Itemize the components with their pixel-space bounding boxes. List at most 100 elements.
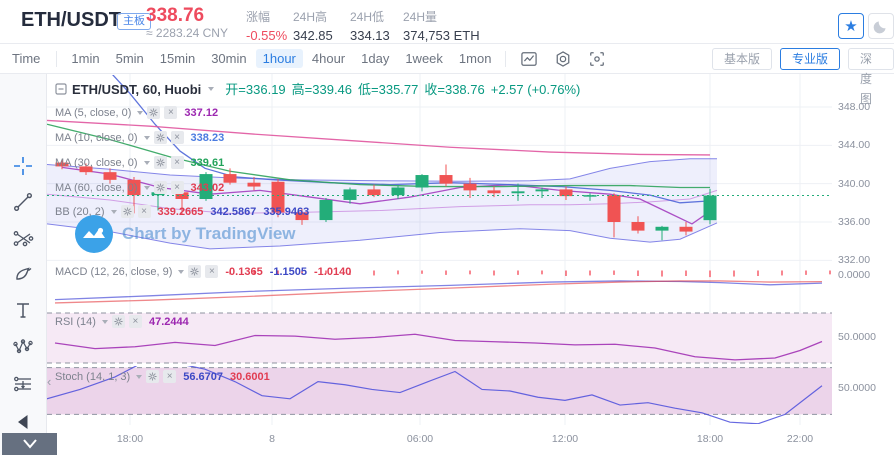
board-badge: 主板: [117, 13, 151, 30]
price-tick-label: 332.00: [838, 254, 871, 266]
interval-15min[interactable]: 15min: [159, 51, 196, 66]
interval-1week[interactable]: 1week: [405, 51, 443, 66]
indicator-legend[interactable]: MA (10, close, 0) × 338.23: [55, 131, 225, 144]
watermark-text: Chart by TradingView: [122, 224, 296, 243]
view-button-1[interactable]: 基本版: [712, 48, 773, 70]
trend-line-icon[interactable]: [11, 190, 35, 214]
star-icon: ★: [844, 18, 858, 35]
header-stat: 24H低 334.13: [350, 10, 390, 43]
time-tick-label: 12:00: [551, 433, 579, 445]
indicator-settings-icon[interactable]: [188, 265, 202, 278]
hide-panel-arrow-icon[interactable]: [11, 410, 35, 434]
price-tick-label: 340.00: [838, 178, 871, 190]
scroll-down-chevron-icon: [22, 439, 37, 449]
time-tick-label: 18:00: [116, 433, 144, 445]
drawing-toolbar: [0, 74, 47, 455]
forecast-icon[interactable]: [11, 372, 35, 396]
indicator-remove-icon[interactable]: ×: [170, 181, 184, 194]
favorite-star-button[interactable]: ★: [838, 13, 864, 39]
toolbar-divider: [56, 50, 58, 67]
indicator-legend[interactable]: MA (30, close, 0) × 339.61: [55, 156, 225, 169]
cny-equivalent: ≈ 2283.24 CNY: [146, 26, 228, 40]
indicator-settings-icon[interactable]: [111, 315, 125, 328]
legend-collapse-chevron[interactable]: ‹: [47, 374, 52, 389]
indicator-template-icon[interactable]: [517, 47, 541, 71]
indicator-settings-icon[interactable]: [147, 106, 161, 119]
time-menu[interactable]: Time: [12, 51, 41, 66]
price-tick-label: 0.0000: [838, 269, 871, 281]
interval-5min[interactable]: 5min: [115, 51, 144, 66]
chevron-down-icon: [137, 110, 144, 115]
xabcd-pattern-icon[interactable]: [11, 334, 35, 358]
brush-icon[interactable]: [11, 262, 35, 286]
interval-toolbar: Time 1min 5min 15min 30min 1hour 4hour 1day 1we…: [0, 44, 894, 106]
indicator-settings-icon[interactable]: [146, 370, 160, 383]
chevron-down-icon: [143, 160, 150, 165]
scroll-down-button[interactable]: [2, 433, 57, 455]
price-tick-label: 348.00: [838, 101, 871, 113]
indicator-settings-icon[interactable]: [153, 131, 167, 144]
tradingview-watermark: Chart by TradingView: [75, 215, 296, 253]
indicator-settings-icon[interactable]: [153, 181, 167, 194]
interval-1day[interactable]: 1day: [361, 51, 390, 66]
screenshot-icon[interactable]: [585, 47, 609, 71]
interval-1hour[interactable]: 1hour: [255, 49, 303, 68]
price-tick-label: 336.00: [838, 216, 871, 228]
price-tick-label: 50.0000: [838, 382, 876, 394]
indicator-remove-icon[interactable]: ×: [137, 205, 151, 218]
text-tool-icon[interactable]: [11, 298, 35, 322]
chevron-down-icon: [143, 185, 150, 190]
indicator-remove-icon[interactable]: ×: [164, 106, 178, 119]
time-tick-label: 18:00: [696, 433, 724, 445]
cross-lines-icon[interactable]: [11, 226, 35, 250]
chevron-down-icon: [178, 269, 185, 274]
price-tick-label: 50.0000: [838, 331, 876, 343]
chevron-down-icon: [101, 319, 108, 324]
header-stat: 涨幅 -0.55%: [246, 10, 288, 43]
ohlc-readout: 开=336.19 高=339.46 低=335.77 收=338.76 +2.57 (+…: [225, 82, 581, 97]
indicator-remove-icon[interactable]: ×: [163, 370, 177, 383]
time-tick-label: 22:00: [786, 433, 814, 445]
view-button-3[interactable]: 深度图: [848, 48, 894, 106]
header-stat: 24H量 374,753 ETH: [403, 10, 480, 43]
indicator-legend[interactable]: BB (20, 2) × 339.2665 342.5867 335.9463: [55, 205, 310, 218]
header-stat: 24H高 342.85: [293, 10, 333, 43]
moon-icon: [873, 21, 886, 34]
indicator-remove-icon[interactable]: ×: [128, 315, 142, 328]
indicator-legend[interactable]: MA (60, close, 0) × 343.02: [55, 181, 225, 194]
symbol-legend[interactable]: ETH/USDT, 60, Huobi 开=336.19 高=339.46 低=33…: [55, 79, 580, 99]
indicator-remove-icon[interactable]: ×: [170, 156, 184, 169]
view-button-2[interactable]: 专业版: [780, 48, 841, 70]
indicator-legend[interactable]: Stoch (14, 1, 3) × 56.6707 30.6001: [55, 370, 270, 383]
chevron-down-icon: [110, 209, 117, 214]
interval-30min[interactable]: 30min: [211, 51, 247, 66]
time-tick-label: 06:00: [406, 433, 434, 445]
night-mode-button[interactable]: [868, 13, 894, 39]
interval-4hour[interactable]: 4hour: [311, 51, 346, 66]
chevron-down-icon: [208, 87, 215, 91]
interval-1min[interactable]: 1min: [71, 51, 100, 66]
indicator-remove-icon[interactable]: ×: [205, 265, 219, 278]
pair-title: ETH/USDT: [21, 9, 121, 31]
settings-gear-icon[interactable]: [551, 47, 575, 71]
indicator-legend[interactable]: MA (5, close, 0) × 337.12: [55, 106, 219, 119]
indicator-legend[interactable]: RSI (14) × 47.2444: [55, 315, 189, 328]
indicator-settings-icon[interactable]: [120, 205, 134, 218]
indicator-settings-icon[interactable]: [153, 156, 167, 169]
interval-1mon[interactable]: 1mon: [458, 51, 492, 66]
chevron-down-icon: [143, 135, 150, 140]
indicator-legend[interactable]: MACD (12, 26, close, 9) × -0.1365 -1.1505 -1…: [55, 265, 352, 278]
price-tick-label: 344.00: [838, 139, 871, 151]
chart-title: ETH/USDT, 60, Huobi: [72, 81, 202, 97]
collapse-legend-icon[interactable]: [55, 83, 67, 95]
tradingview-logo-icon: [75, 215, 113, 253]
chevron-down-icon: [136, 374, 143, 379]
toolbar-divider: [505, 50, 507, 67]
header-bar: ETH/USDT 主板 338.76 ≈ 2283.24 CNY 涨幅 -0.55…: [0, 0, 894, 44]
last-price: 338.76: [146, 5, 205, 26]
time-tick-label: 8: [269, 433, 275, 445]
crosshair-icon[interactable]: [11, 154, 35, 178]
indicator-remove-icon[interactable]: ×: [170, 131, 184, 144]
